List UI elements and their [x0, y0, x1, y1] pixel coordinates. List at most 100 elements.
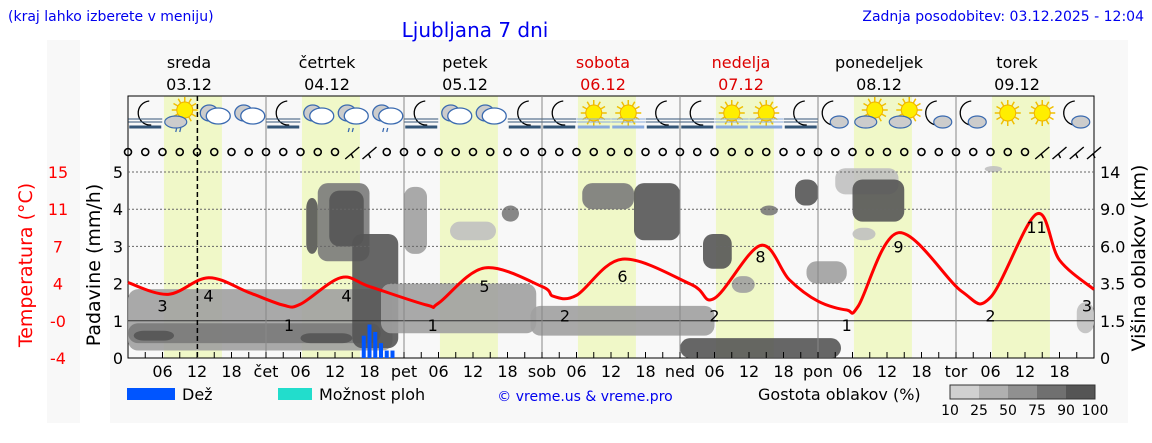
cloud-icon [888, 115, 912, 129]
calm-wind-icon [899, 147, 909, 157]
colorbar-swatch [1066, 385, 1095, 399]
temperature-label: 4 [341, 287, 351, 306]
weather-icon-cloud [475, 104, 507, 125]
moon-icon [655, 100, 669, 126]
calm-wind-icon [1020, 147, 1030, 157]
day-tick: tor [945, 362, 968, 381]
cloud-blob [760, 205, 778, 216]
sun-ray [600, 105, 606, 110]
cloud-blob [806, 261, 847, 284]
cloud-icon [205, 107, 231, 125]
hour-tick-label: 06 [152, 362, 172, 381]
sun-ray [878, 116, 882, 122]
day-date: 08.12 [856, 75, 902, 94]
day-date: 04.12 [304, 75, 350, 94]
cloud-blob [133, 330, 174, 341]
cloud-density-label: Gostota oblakov (%) [758, 385, 921, 404]
calm-wind-icon [710, 147, 719, 157]
hour-tick-label: 18 [635, 362, 655, 381]
colorbar-frame [949, 384, 1096, 400]
colorbar-tick: 50 [999, 403, 1017, 419]
sun-ray [996, 116, 1002, 121]
calm-wind-icon [416, 147, 426, 157]
calm-wind-icon [692, 147, 702, 157]
credit-link[interactable]: © vreme.us & vreme.pro [497, 389, 672, 405]
hour-tick-label: 06 [428, 362, 448, 381]
sun-ray [597, 101, 601, 107]
precipitation-bars [361, 324, 395, 358]
legend-showers-label: Možnost ploh [319, 385, 425, 404]
weather-icon-moon-fog [680, 100, 715, 129]
day-name: petek [442, 53, 488, 72]
sun-icon [176, 101, 194, 119]
cloud-height-tick: 3.5 [1100, 275, 1125, 294]
sun-icon [900, 101, 918, 119]
temperature-label: 3 [1082, 296, 1092, 315]
day-tick: sob [528, 362, 556, 381]
hour-tick-label: 06 [704, 362, 724, 381]
sun-ray [177, 98, 182, 104]
sun-icon [1033, 104, 1051, 122]
sun-ray [621, 101, 625, 107]
colorbar-tick: 75 [1028, 403, 1046, 419]
temperature-label: 6 [617, 267, 627, 286]
sun-icon [999, 104, 1017, 122]
hour-tick-label: 12 [1015, 362, 1035, 381]
sun-ray [1011, 119, 1015, 125]
cloud-icon [447, 107, 473, 125]
temperature-label: 3 [157, 296, 167, 315]
cloud-icon [378, 107, 404, 125]
cloud-blob [852, 179, 905, 222]
calm-wind-icon [830, 147, 840, 157]
sun-ray [1045, 101, 1050, 107]
cloud-icon [343, 107, 369, 125]
day-date: 07.12 [718, 75, 764, 94]
calm-wind-icon [865, 147, 875, 157]
cloud-icon [854, 115, 878, 129]
calm-wind-icon [744, 147, 754, 157]
calm-wind-icon [658, 147, 668, 157]
temperature-tick: 7 [53, 237, 63, 256]
calm-wind-icon [934, 147, 944, 157]
precipitation-bar [367, 324, 372, 358]
hour-tick-label: 18 [497, 362, 517, 381]
calm-wind-icon [813, 147, 823, 157]
cloud-blob [1076, 302, 1094, 334]
sun-ray [724, 101, 729, 107]
cloud-blob [680, 338, 841, 358]
moon-icon [137, 100, 152, 126]
weather-icon-cloud [199, 104, 231, 125]
day-date: 05.12 [442, 75, 488, 94]
day-name: sobota [576, 53, 630, 72]
weather-icon-sun-cloud [888, 97, 923, 129]
calm-wind-icon [641, 147, 650, 157]
sun-ray [878, 98, 882, 104]
calm-wind-icon [296, 147, 305, 157]
weather-icon-sun-fog [749, 100, 784, 129]
sun-ray [902, 98, 906, 104]
calm-wind-icon [572, 147, 581, 157]
calm-wind-icon [796, 147, 806, 157]
daylight-band [715, 96, 774, 358]
temperature-label: 2 [985, 306, 995, 325]
sun-ray [1000, 101, 1005, 107]
daylight-band [991, 96, 1050, 358]
precipitation-bar [379, 343, 383, 358]
location-hint[interactable]: (kraj lahko izberete v meniju) [8, 9, 214, 25]
grid [128, 96, 1094, 358]
page-title: Ljubljana 7 dni [402, 18, 549, 42]
calm-wind-icon [779, 147, 788, 157]
cloud-blob [300, 333, 353, 344]
sun-ray [881, 102, 887, 107]
calm-wind-icon [848, 147, 857, 157]
day-tick: ned [665, 362, 695, 381]
precipitation-tick: 2 [113, 275, 123, 294]
sun-ray [1045, 119, 1050, 125]
calm-wind-icon [589, 147, 599, 157]
moon-icon [551, 100, 566, 126]
hour-tick-label: 06 [842, 362, 862, 381]
sun-ray [1011, 101, 1015, 107]
cloud-icon [967, 115, 987, 129]
day-date: 03.12 [166, 75, 212, 94]
